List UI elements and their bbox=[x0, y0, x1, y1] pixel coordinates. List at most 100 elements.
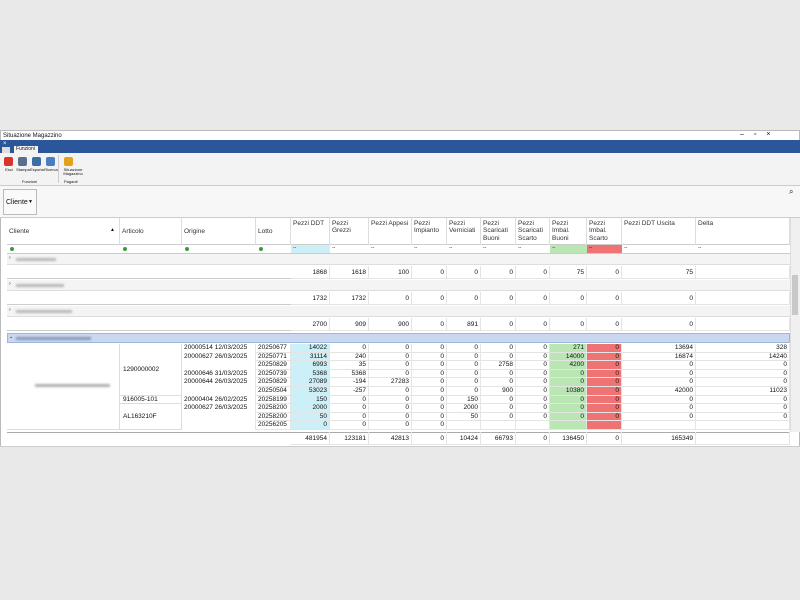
column-header[interactable]: Pezzi Verniciati bbox=[447, 218, 481, 245]
value-cell: 0 bbox=[447, 369, 481, 379]
ribbon-button[interactable]: Stampa bbox=[16, 167, 30, 172]
filter-cell[interactable]: -- bbox=[291, 245, 330, 253]
expand-arrow[interactable]: › bbox=[9, 281, 11, 287]
value-cell: 0 bbox=[369, 361, 412, 370]
filter-cell[interactable]: -- bbox=[696, 245, 790, 253]
blurred-client-name bbox=[35, 384, 110, 387]
group-row-selected[interactable] bbox=[7, 333, 790, 343]
app-menu[interactable] bbox=[2, 147, 10, 153]
ribbon-button[interactable]: Situazione Magazzino bbox=[63, 167, 83, 176]
column-header[interactable]: Origine bbox=[182, 218, 256, 245]
summary-cell: 0 bbox=[516, 318, 550, 331]
total-cell: 0 bbox=[587, 432, 622, 445]
total-cell: 0 bbox=[516, 432, 550, 445]
expand-arrow[interactable]: ⌄ bbox=[9, 334, 14, 340]
column-header[interactable]: Pezzi Impianto bbox=[412, 218, 447, 245]
column-header[interactable]: Lotto bbox=[256, 218, 291, 245]
dropdown-arrow[interactable]: ▼ bbox=[28, 199, 33, 205]
filter-cell[interactable]: -- bbox=[330, 245, 369, 253]
value-cell: 14000 bbox=[550, 352, 587, 362]
close-tab[interactable]: × bbox=[3, 141, 7, 147]
filter-cell[interactable]: -- bbox=[447, 245, 481, 253]
value-cell: 271 bbox=[550, 344, 587, 353]
group-row[interactable] bbox=[7, 254, 790, 265]
summary-cell: 0 bbox=[516, 292, 550, 305]
filter-icon[interactable] bbox=[185, 247, 189, 251]
value-cell: 0 bbox=[412, 344, 447, 353]
value-cell: 0 bbox=[622, 404, 696, 413]
summary-cell: 100 bbox=[369, 266, 412, 279]
origine-cell bbox=[182, 361, 256, 370]
ribbon-button-icon[interactable] bbox=[64, 157, 73, 166]
blurred-client-name bbox=[16, 337, 91, 340]
summary-cell: 900 bbox=[369, 318, 412, 331]
ribbon-button[interactable]: Esporta bbox=[30, 167, 44, 172]
summary-cell: 0 bbox=[369, 292, 412, 305]
column-header[interactable]: Pezzi Imbal. Scarto bbox=[587, 218, 622, 245]
ribbon-button-icon[interactable] bbox=[46, 157, 55, 166]
summary-cell: 0 bbox=[587, 292, 622, 305]
value-cell: 0 bbox=[369, 404, 412, 413]
ribbon-tab[interactable]: Funzioni bbox=[14, 146, 38, 153]
column-header[interactable]: Pezzi Imbal. Buoni bbox=[550, 218, 587, 245]
scrollbar[interactable] bbox=[790, 218, 800, 432]
value-cell: 0 bbox=[481, 344, 516, 353]
column-header[interactable]: Pezzi DDT Uscita bbox=[622, 218, 696, 245]
value-cell: 0 bbox=[516, 352, 550, 362]
column-header[interactable]: Pezzi DDT bbox=[291, 218, 330, 245]
column-header[interactable]: Pezzi Appesi bbox=[369, 218, 412, 245]
origine-cell bbox=[182, 421, 256, 430]
value-cell: 0 bbox=[587, 387, 622, 396]
value-cell: 0 bbox=[481, 395, 516, 405]
filter-icon[interactable] bbox=[259, 247, 263, 251]
column-header[interactable]: Pezzi Grezzi bbox=[330, 218, 369, 245]
ribbon-button-icon[interactable] bbox=[18, 157, 27, 166]
summary-cell: 0 bbox=[447, 292, 481, 305]
group-row[interactable] bbox=[7, 306, 790, 317]
group-row[interactable] bbox=[7, 280, 790, 291]
ribbon-button-icon[interactable] bbox=[32, 157, 41, 166]
filter-icon[interactable] bbox=[123, 247, 127, 251]
expand-arrow[interactable]: › bbox=[9, 307, 11, 313]
value-cell: 240 bbox=[330, 352, 369, 362]
ribbon-button[interactable]: Ricerca bbox=[44, 167, 58, 172]
filter-cell[interactable]: -- bbox=[622, 245, 696, 253]
search-icon[interactable]: ⌕ bbox=[789, 187, 794, 196]
lotto-cell: 20258199 bbox=[256, 395, 291, 405]
filter-icon[interactable] bbox=[10, 247, 14, 251]
filter-cell[interactable]: -- bbox=[550, 245, 587, 253]
column-header[interactable]: Pezzi Scaricati Buoni bbox=[481, 218, 516, 245]
value-cell: 150 bbox=[291, 395, 330, 405]
ribbon-group-label: Pagaoti bbox=[64, 179, 78, 184]
scroll-thumb[interactable] bbox=[792, 275, 798, 315]
filter-cell[interactable]: -- bbox=[516, 245, 550, 253]
total-cell: 10424 bbox=[447, 432, 481, 445]
value-cell: 0 bbox=[291, 421, 330, 430]
column-header[interactable]: Articolo bbox=[120, 218, 182, 245]
blurred-client-name bbox=[16, 258, 56, 261]
column-header[interactable]: Delta bbox=[696, 218, 790, 245]
value-cell: 0 bbox=[622, 369, 696, 379]
value-cell: 0 bbox=[330, 404, 369, 413]
lotto-cell: 20258200 bbox=[256, 412, 291, 422]
column-header[interactable]: Cliente bbox=[7, 218, 120, 245]
filter-cell[interactable]: -- bbox=[587, 245, 622, 253]
group-chip[interactable] bbox=[3, 189, 37, 215]
origine-cell: 20000627 26/03/2025 bbox=[182, 352, 256, 362]
value-cell: 0 bbox=[587, 395, 622, 405]
filter-cell[interactable]: -- bbox=[412, 245, 447, 253]
filter-cell[interactable]: -- bbox=[369, 245, 412, 253]
ribbon-button-icon[interactable] bbox=[4, 157, 13, 166]
origine-cell: 20000514 12/03/2025 bbox=[182, 344, 256, 353]
value-cell: 0 bbox=[481, 352, 516, 362]
filter-cell[interactable]: -- bbox=[481, 245, 516, 253]
column-header[interactable]: Pezzi Scaricati Scarto bbox=[516, 218, 550, 245]
value-cell bbox=[447, 421, 481, 430]
window-controls[interactable]: –▫× bbox=[740, 131, 781, 138]
ribbon-button[interactable]: Esci bbox=[5, 167, 13, 172]
value-cell: 0 bbox=[587, 361, 622, 370]
group-chip-label[interactable]: Cliente bbox=[6, 199, 28, 206]
expand-arrow[interactable]: › bbox=[9, 255, 11, 261]
summary-cell: 0 bbox=[587, 266, 622, 279]
sort-arrow[interactable]: ▲ bbox=[110, 227, 115, 233]
